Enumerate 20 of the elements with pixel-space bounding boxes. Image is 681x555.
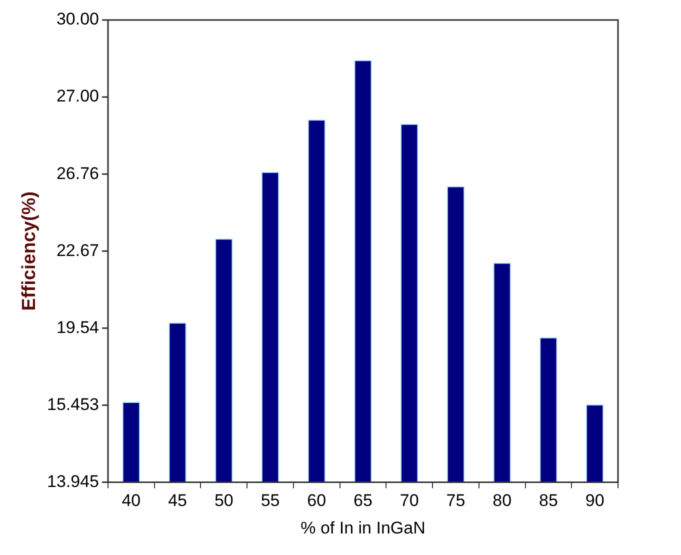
text: 13.945 [47, 472, 99, 491]
x-tick-label: 40 [122, 491, 141, 510]
text: 22.67 [56, 240, 99, 260]
text: 27.00 [56, 86, 99, 106]
text: 30.00 [56, 10, 99, 29]
x-tick-label: 50 [214, 491, 234, 510]
x-tick-label: 60 [307, 491, 326, 510]
x-tick-label: 65 [354, 491, 372, 510]
x-tick-label: 70 [400, 491, 419, 510]
x-tick-label: 75 [446, 491, 466, 510]
x-axis-title: % of In in InGaN [300, 518, 426, 538]
x-tick-label: 80 [492, 491, 512, 510]
x-tick-label: 55 [260, 491, 280, 510]
x-tick-label: 45 [168, 491, 188, 510]
text: 26.76 [56, 164, 99, 183]
text: 19.54 [56, 318, 99, 337]
text: 15.453 [47, 394, 99, 414]
y-axis-title: Efficiency(%) [19, 191, 40, 311]
x-tick-label: 85 [538, 491, 558, 510]
x-tick-label: 90 [585, 491, 604, 510]
